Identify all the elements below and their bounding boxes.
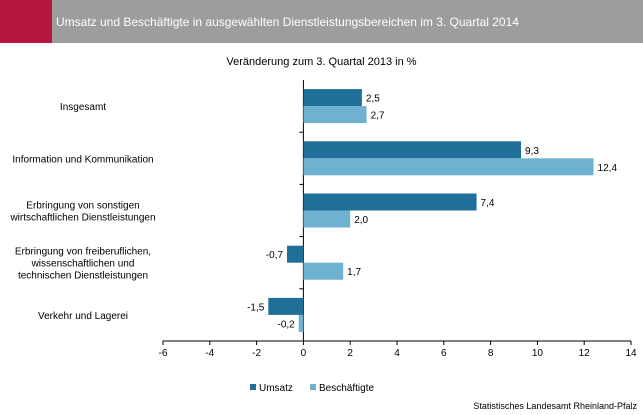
- category-label: Verkehr und Lagerei: [38, 311, 128, 322]
- chart-title: Umsatz und Beschäftigte in ausgewählten …: [56, 15, 519, 29]
- data-label: 9,3: [525, 146, 539, 157]
- x-tick-label: 4: [394, 348, 400, 359]
- header-bar: Umsatz und Beschäftigte in ausgewählten …: [0, 0, 643, 43]
- x-tick-label: 6: [441, 348, 447, 359]
- legend-swatch-beschaeftigte: [310, 384, 316, 390]
- category-label: Information und Kommunikation: [12, 154, 153, 165]
- bar-umsatz: [303, 141, 522, 159]
- legend-label: Umsatz: [259, 383, 293, 394]
- category-label: Insgesamt: [60, 102, 106, 113]
- x-tick-label: 14: [625, 348, 637, 359]
- chart-subtitle: Veränderung zum 3. Quartal 2013 in %: [226, 56, 417, 68]
- data-label: -0,7: [266, 250, 284, 261]
- data-label: -1,5: [247, 302, 265, 313]
- x-tick-label: 0: [301, 348, 307, 359]
- bar-beschaeftigte: [303, 158, 594, 176]
- category-label: Erbringung von freiberuflichen, wissensch…: [15, 247, 151, 282]
- data-label: 1,7: [347, 267, 361, 278]
- bar-beschaeftigte: [303, 262, 344, 280]
- bar-umsatz: [303, 89, 362, 107]
- bar-umsatz: [287, 245, 304, 263]
- category-label: Erbringung von sonstigen wirtschaftlichen…: [9, 201, 155, 224]
- x-tick-label: 2: [347, 348, 353, 359]
- x-tick-label: 8: [488, 348, 494, 359]
- bar-beschaeftigte: [303, 210, 351, 228]
- data-label: 7,4: [481, 198, 495, 209]
- x-tick-label: -4: [205, 348, 214, 359]
- x-tick-label: 12: [579, 348, 591, 359]
- x-tick-label: 10: [532, 348, 544, 359]
- x-tick-label: -6: [159, 348, 168, 359]
- source-note: Statistisches Landesamt Rheinland-Pfalz: [473, 401, 637, 411]
- data-label: 2,5: [366, 94, 380, 105]
- data-label: -0,2: [277, 319, 295, 330]
- data-label: 2,7: [371, 111, 385, 122]
- bar-beschaeftigte: [298, 314, 304, 332]
- legend-label: Beschäftigte: [319, 383, 374, 394]
- legend-swatch-umsatz: [250, 384, 256, 390]
- bar-beschaeftigte: [303, 106, 367, 124]
- header-accent: [0, 0, 52, 43]
- x-tick-label: -2: [252, 348, 261, 359]
- bar-umsatz: [268, 297, 304, 315]
- data-label: 2,0: [354, 215, 368, 226]
- data-label: 12,4: [598, 163, 618, 174]
- bar-umsatz: [303, 193, 477, 211]
